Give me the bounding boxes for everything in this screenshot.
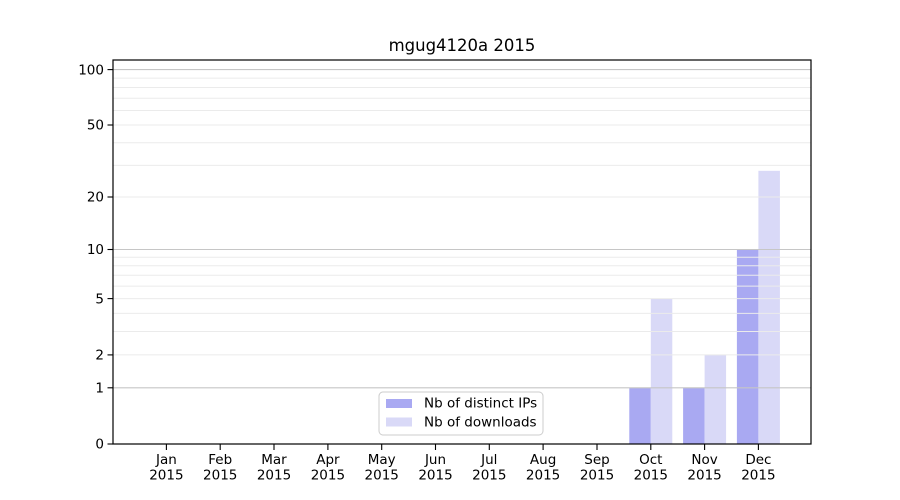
legend-swatch-distinct-ips xyxy=(386,399,412,408)
y-tick-label: 2 xyxy=(95,348,104,364)
x-tick-label-year: 2015 xyxy=(203,468,237,484)
plot-border xyxy=(112,59,812,445)
x-tick-label-month: Feb xyxy=(208,452,232,468)
x-tick-label-year: 2015 xyxy=(365,468,399,484)
bars-layer xyxy=(629,170,780,445)
bar-nb-of-distinct-ips-dec xyxy=(736,249,759,444)
x-tick-label-year: 2015 xyxy=(634,468,668,484)
x-tick-label-month: Mar xyxy=(261,452,287,468)
legend-swatch-downloads xyxy=(386,417,412,427)
x-tick-label-year: 2015 xyxy=(580,468,614,484)
bar-nb-of-downloads-nov xyxy=(704,354,727,444)
x-tick-label-month: Sep xyxy=(584,452,609,468)
x-tick-label-year: 2015 xyxy=(149,468,183,484)
x-tick-label-month: Dec xyxy=(745,452,771,468)
bar-nb-of-downloads-oct xyxy=(650,298,673,444)
legend-label-distinct-ips: Nb of distinct IPs xyxy=(424,396,537,412)
x-tick-label-month: Jul xyxy=(480,452,497,468)
x-tick-label-year: 2015 xyxy=(257,468,291,484)
grid-layer xyxy=(113,69,811,389)
y-tick-label: 1 xyxy=(95,381,104,397)
x-tick-label-year: 2015 xyxy=(472,468,506,484)
bar-nb-of-distinct-ips-nov xyxy=(683,387,705,444)
x-tick-label-month: May xyxy=(368,452,396,468)
x-tick-label-year: 2015 xyxy=(526,468,560,484)
y-tick-label: 10 xyxy=(87,242,104,258)
legend: Nb of distinct IPs Nb of downloads xyxy=(378,391,544,436)
y-tick-label: 0 xyxy=(95,437,104,453)
chart-title: mgug4120a 2015 xyxy=(389,36,536,55)
x-tick-label-month: Nov xyxy=(691,452,717,468)
x-tick-label-month: Jan xyxy=(155,452,177,468)
x-tick-label-month: Aug xyxy=(530,452,556,468)
x-tick-label-month: Apr xyxy=(316,452,340,468)
x-tick-label-month: Jun xyxy=(424,452,446,468)
x-tick-label-year: 2015 xyxy=(311,468,345,484)
legend-label-downloads: Nb of downloads xyxy=(424,415,537,431)
bar-nb-of-distinct-ips-oct xyxy=(629,387,651,444)
ticks-layer: 0125102050100Jan2015Feb2015Mar2015Apr201… xyxy=(78,62,775,483)
bar-nb-of-downloads-dec xyxy=(758,170,780,445)
legend-frame xyxy=(378,391,544,436)
y-tick-label: 5 xyxy=(95,291,104,307)
x-tick-label-month: Oct xyxy=(639,452,662,468)
y-tick-label: 50 xyxy=(87,118,104,134)
y-tick-label: 20 xyxy=(87,190,104,206)
x-tick-label-year: 2015 xyxy=(687,468,721,484)
y-tick-label: 100 xyxy=(78,62,104,78)
x-tick-label-year: 2015 xyxy=(418,468,452,484)
x-tick-label-year: 2015 xyxy=(741,468,775,484)
